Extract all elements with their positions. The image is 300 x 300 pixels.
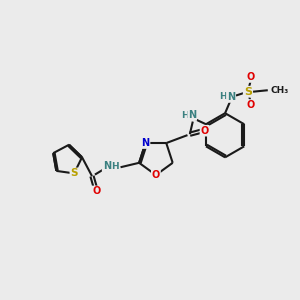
Text: CH₃: CH₃ [271, 86, 289, 95]
Text: N: N [141, 138, 150, 148]
Text: H: H [111, 162, 119, 171]
Text: S: S [70, 168, 78, 178]
Text: H: H [181, 111, 188, 120]
Text: N: N [103, 161, 111, 171]
Text: O: O [247, 100, 255, 110]
Text: N: N [227, 92, 235, 102]
Text: O: O [247, 72, 255, 82]
Text: H: H [219, 92, 227, 101]
Text: S: S [244, 87, 252, 97]
Text: O: O [200, 126, 209, 136]
Text: N: N [188, 110, 196, 120]
Text: O: O [92, 186, 101, 197]
Text: O: O [152, 170, 160, 180]
